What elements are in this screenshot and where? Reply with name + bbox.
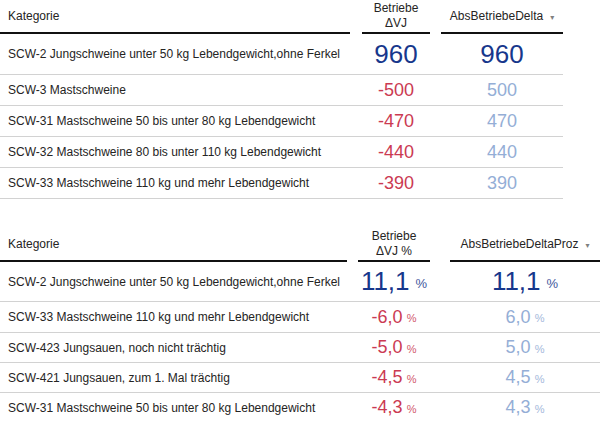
- abs-value-cell[interactable]: 11,1%: [450, 262, 600, 302]
- percent-sign: %: [407, 373, 417, 385]
- percent-sign: %: [535, 403, 545, 415]
- abs-value-cell[interactable]: 500: [441, 75, 563, 106]
- value-number: 5,0: [506, 337, 531, 358]
- category-cell[interactable]: SCW-33 Mastschweine 110 kg und mehr Lebe…: [0, 302, 347, 333]
- category-cell[interactable]: SCW-31 Mastschweine 50 bis unter 80 kg L…: [0, 393, 347, 422]
- header-line1: Betriebe: [374, 1, 419, 16]
- value-cell[interactable]: 11,1%: [358, 262, 430, 302]
- sort-descending-icon[interactable]: ▾: [586, 238, 590, 253]
- value-cell[interactable]: -6,0%: [358, 302, 430, 333]
- abs-value-cell[interactable]: 4,5%: [450, 363, 600, 393]
- value-cell[interactable]: -390: [362, 168, 430, 199]
- abs-value-cell[interactable]: 6,0%: [450, 302, 600, 333]
- value-cell[interactable]: -4,3%: [358, 393, 430, 422]
- category-cell[interactable]: SCW-33 Mastschweine 110 kg und mehr Lebe…: [0, 168, 350, 199]
- category-cell[interactable]: SCW-2 Jungschweine unter 50 kg Lebendgew…: [0, 262, 347, 302]
- header-line2: ΔVJ: [385, 16, 407, 31]
- column-header-betriebe-dvj-proz[interactable]: Betriebe ΔVJ %: [358, 228, 430, 262]
- category-cell[interactable]: SCW-2 Jungschweine unter 50 kg Lebendgew…: [0, 34, 350, 75]
- column-header-absbetriebedelta[interactable]: AbsBetriebeDelta ▾: [441, 0, 563, 34]
- percent-sign: %: [535, 343, 545, 355]
- column-header-kategorie[interactable]: Kategorie: [0, 228, 347, 262]
- sort-descending-icon[interactable]: ▾: [550, 10, 554, 25]
- header-line1: Betriebe: [372, 229, 417, 244]
- header-line2: ΔVJ %: [376, 244, 412, 259]
- abs-value-cell[interactable]: 470: [441, 106, 563, 137]
- table-abs-betriebe-delta-proz: Kategorie Betriebe ΔVJ % AbsBetriebeDelt…: [0, 228, 600, 422]
- header-label: AbsBetriebeDeltaProz: [460, 237, 578, 252]
- value-number: 6,0: [506, 307, 531, 328]
- percent-sign: %: [407, 312, 417, 324]
- header-label: AbsBetriebeDelta: [450, 9, 543, 24]
- category-cell[interactable]: SCW-423 Jungsauen, noch nicht trächtig: [0, 333, 347, 363]
- value-number: 11,1: [492, 266, 541, 297]
- value-cell[interactable]: -4,5%: [358, 363, 430, 393]
- percent-sign: %: [416, 276, 428, 291]
- table-abs-betriebe-delta: Kategorie Betriebe ΔVJ AbsBetriebeDelta …: [0, 0, 563, 199]
- column-gap: [347, 228, 358, 262]
- abs-value-cell[interactable]: 960: [441, 34, 563, 75]
- value-cell[interactable]: 960: [362, 34, 430, 75]
- column-gap: [430, 0, 441, 34]
- value-number: -6,0: [372, 307, 403, 328]
- column-header-kategorie[interactable]: Kategorie: [0, 0, 350, 34]
- column-header-absbetriebedeltaproz[interactable]: AbsBetriebeDeltaProz ▾: [450, 228, 600, 262]
- percent-sign: %: [535, 373, 545, 385]
- abs-value-cell[interactable]: 390: [441, 168, 563, 199]
- column-gap: [430, 228, 450, 262]
- column-header-betriebe-dvj[interactable]: Betriebe ΔVJ: [362, 0, 430, 34]
- value-number: 4,5: [506, 367, 531, 388]
- value-number: 4,3: [506, 397, 531, 418]
- value-number: 11,1: [361, 266, 410, 297]
- category-cell[interactable]: SCW-3 Mastschweine: [0, 75, 350, 106]
- percent-sign: %: [407, 403, 417, 415]
- value-cell[interactable]: -5,0%: [358, 333, 430, 363]
- value-number: -5,0: [372, 337, 403, 358]
- abs-value-cell[interactable]: 4,3%: [450, 393, 600, 422]
- value-number: -4,3: [372, 397, 403, 418]
- value-number: -4,5: [372, 367, 403, 388]
- category-cell[interactable]: SCW-32 Mastschweine 80 bis unter 110 kg …: [0, 137, 350, 168]
- abs-value-cell[interactable]: 440: [441, 137, 563, 168]
- report-canvas: Kategorie Betriebe ΔVJ AbsBetriebeDelta …: [0, 0, 608, 422]
- abs-value-cell[interactable]: 5,0%: [450, 333, 600, 363]
- percent-sign: %: [547, 276, 559, 291]
- category-cell[interactable]: SCW-421 Jungsauen, zum 1. Mal trächtig: [0, 363, 347, 393]
- column-gap: [350, 0, 362, 34]
- value-cell[interactable]: -470: [362, 106, 430, 137]
- percent-sign: %: [407, 343, 417, 355]
- percent-sign: %: [535, 312, 545, 324]
- value-cell[interactable]: -440: [362, 137, 430, 168]
- value-cell[interactable]: -500: [362, 75, 430, 106]
- category-cell[interactable]: SCW-31 Mastschweine 50 bis unter 80 kg L…: [0, 106, 350, 137]
